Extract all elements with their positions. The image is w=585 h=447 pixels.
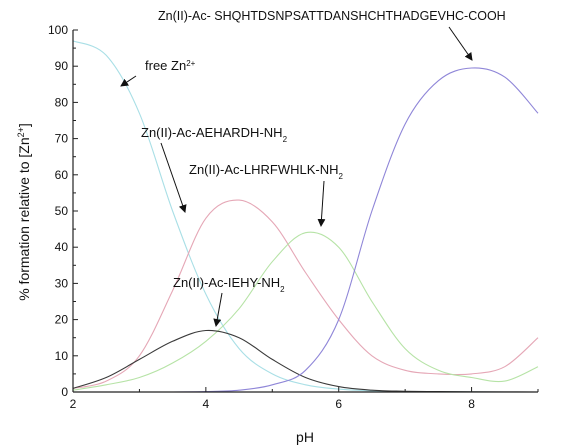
x-tick-label: 6 bbox=[335, 397, 342, 411]
x-tick-label: 2 bbox=[70, 397, 77, 411]
ticks: 0 10 20 30 40 50 60 70 80 90 100 2 4 6 8 bbox=[48, 23, 539, 411]
annotation-arrow-free-zn bbox=[120, 75, 137, 87]
annotation-lhrfwhlk: Zn(II)-Ac-LHRFWHLK-NH2 bbox=[189, 162, 344, 181]
x-axis-label: pH bbox=[296, 429, 314, 445]
y-tick-label: 80 bbox=[55, 95, 69, 109]
annotation-shqh: Zn(II)-Ac- SHQHTDSNPSATTDANSHCHTHADGEVHC… bbox=[158, 9, 506, 23]
annotation-arrow-aehardh bbox=[160, 142, 187, 213]
x-tick-label: 4 bbox=[203, 397, 210, 411]
x-tick-label: 8 bbox=[468, 397, 475, 411]
y-tick-label: 70 bbox=[55, 132, 69, 146]
y-tick-label: 10 bbox=[55, 349, 69, 363]
y-tick-label: 30 bbox=[55, 276, 69, 290]
annotation-arrow-iehy bbox=[213, 292, 223, 327]
series-line-1 bbox=[72, 40, 538, 393]
annotation-free-zn: free Zn2+ bbox=[145, 58, 196, 73]
y-tick-label: 60 bbox=[55, 168, 69, 182]
y-tick-label: 20 bbox=[55, 313, 69, 327]
y-axis-label: % formation relative to [Zn2+] bbox=[16, 123, 32, 301]
series-line-5 bbox=[73, 67, 539, 393]
series-line-2 bbox=[72, 199, 539, 389]
y-tick-label: 0 bbox=[61, 385, 68, 399]
annotation-arrow-lhrfwhlk bbox=[317, 180, 326, 227]
series-line-4 bbox=[72, 329, 539, 393]
annotation-iehy: Zn(II)-Ac-IEHY-NH2 bbox=[173, 275, 285, 294]
annotation-arrow-shqh bbox=[448, 26, 473, 61]
plot-lines bbox=[72, 40, 539, 393]
axes bbox=[72, 30, 538, 393]
y-tick-label: 50 bbox=[55, 204, 69, 218]
series-line-3 bbox=[72, 231, 539, 391]
annotation-aehardh: Zn(II)-Ac-AEHARDH-NH2 bbox=[141, 125, 288, 144]
y-tick-label: 90 bbox=[55, 59, 69, 73]
y-tick-label: 40 bbox=[55, 240, 69, 254]
annotations: free Zn2+ Zn(II)-Ac-AEHARDH-NH2 Zn(II)-Ac-… bbox=[120, 9, 506, 327]
y-tick-label: 100 bbox=[48, 23, 68, 37]
